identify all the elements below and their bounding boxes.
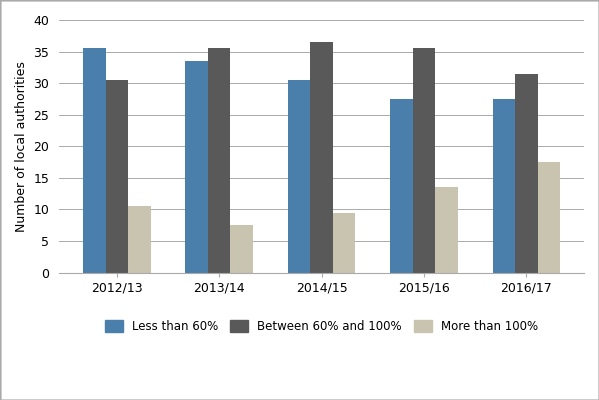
Bar <box>105 80 128 273</box>
Bar <box>231 225 253 273</box>
Legend: Less than 60%, Between 60% and 100%, More than 100%: Less than 60%, Between 60% and 100%, Mor… <box>100 315 543 338</box>
Bar <box>435 187 458 273</box>
Bar <box>208 48 231 273</box>
Bar <box>333 213 355 273</box>
Bar <box>390 99 413 273</box>
Bar <box>186 61 208 273</box>
Bar <box>310 42 333 273</box>
Bar <box>83 48 105 273</box>
Bar <box>515 74 538 273</box>
Bar <box>538 162 560 273</box>
Bar <box>288 80 310 273</box>
Bar <box>492 99 515 273</box>
Y-axis label: Number of local authorities: Number of local authorities <box>15 61 28 232</box>
Bar <box>413 48 435 273</box>
Bar <box>128 206 150 273</box>
